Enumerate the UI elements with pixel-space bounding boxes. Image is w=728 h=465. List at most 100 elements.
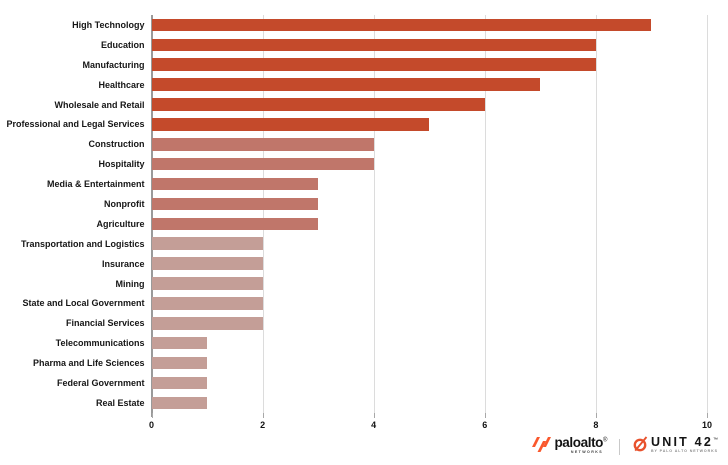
bar-row: Mining: [0, 274, 707, 294]
x-tick-mark: [595, 413, 597, 418]
category-label: Real Estate: [95, 397, 145, 408]
category-label: Manufacturing: [82, 59, 145, 70]
bar: [151, 217, 319, 231]
bar-track: [151, 18, 708, 32]
category-label: Mining: [115, 278, 145, 289]
bar-row: State and Local Government: [0, 293, 707, 313]
bar-track: [151, 177, 708, 191]
paloalto-wordmark: paloalto® NETWORKS: [554, 436, 607, 454]
bar-row: Manufacturing: [0, 55, 707, 75]
category-label: Professional and Legal Services: [6, 119, 145, 130]
bar-track: [151, 138, 708, 151]
plot-rows: High Technology Education Manufacturing Hea…: [0, 15, 707, 413]
unit42-logo: UNIT 42™ BY PALO ALTO NETWORKS: [632, 436, 718, 458]
paloalto-networks-subtext: NETWORKS: [570, 449, 604, 454]
category-label: Hospitality: [98, 159, 145, 170]
bar: [151, 177, 319, 191]
bar: [151, 277, 263, 290]
bar: [151, 138, 374, 151]
category-label: Construction: [88, 139, 145, 150]
bar-row: Hospitality: [0, 154, 707, 174]
bar: [151, 157, 374, 171]
category-label: Education: [100, 39, 145, 50]
bar-track: [151, 98, 708, 111]
paloalto-slashes-icon: [532, 436, 552, 458]
category-label: Financial Services: [65, 318, 145, 329]
bar: [151, 297, 263, 310]
paloalto-brand-text: paloalto®: [554, 435, 608, 450]
bar-track: [151, 78, 708, 91]
category-label: Insurance: [101, 258, 145, 269]
bar-row: Financial Services: [0, 313, 707, 333]
registered-mark: ®: [603, 437, 608, 444]
bar-row: Professional and Legal Services: [0, 114, 707, 134]
bar-track: [151, 38, 708, 52]
bar-row: Wholesale and Retail: [0, 95, 707, 115]
bar-track: [151, 376, 708, 390]
bar-row: Telecommunications: [0, 333, 707, 353]
x-tick-mark: [484, 413, 486, 418]
x-tick-label: 2: [260, 420, 266, 430]
x-tick-label: 8: [593, 420, 599, 430]
x-tick-mark: [262, 413, 264, 418]
bar-row: Federal Government: [0, 373, 707, 393]
bar-row: Construction: [0, 134, 707, 154]
bar-track: [151, 277, 708, 290]
bar: [151, 356, 208, 370]
bar-row: Nonprofit: [0, 194, 707, 214]
bar-chart: High Technology Education Manufacturing Hea…: [0, 15, 712, 439]
x-tick-mark: [707, 413, 708, 418]
bar-track: [151, 336, 708, 350]
x-tick-label: 4: [371, 420, 377, 430]
x-tick-mark: [373, 413, 375, 418]
gridline: [707, 15, 708, 413]
bar-track: [151, 217, 708, 231]
unit42-zero-slash-icon: [632, 436, 648, 458]
category-label: Transportation and Logistics: [20, 238, 145, 249]
category-label: Pharma and Life Sciences: [32, 358, 145, 369]
category-label: High Technology: [72, 19, 145, 30]
bar: [151, 376, 208, 390]
bar-row: Agriculture: [0, 214, 707, 234]
category-label: Telecommunications: [55, 338, 145, 349]
bar: [151, 58, 596, 71]
bar-track: [151, 237, 708, 250]
unit42-brand-text: UNIT 42™: [651, 435, 718, 449]
footer-logos: paloalto® NETWORKS UNIT 42™ BY PALO ALTO…: [532, 435, 718, 459]
category-label: Media & Entertainment: [46, 179, 145, 190]
bar-row: Transportation and Logistics: [0, 234, 707, 254]
unit42-subtext: BY PALO ALTO NETWORKS: [651, 449, 718, 453]
bar: [151, 118, 430, 131]
bar: [151, 237, 263, 250]
category-label: Healthcare: [98, 79, 145, 90]
bar-track: [151, 118, 708, 131]
bar: [151, 317, 263, 330]
bar-track: [151, 356, 708, 370]
bar-row: High Technology: [0, 15, 707, 35]
category-label: Federal Government: [56, 377, 145, 388]
bar-row: Pharma and Life Sciences: [0, 353, 707, 373]
bar: [151, 78, 541, 91]
bar: [151, 197, 319, 211]
bar-track: [151, 257, 708, 270]
unit42-wordmark: UNIT 42™ BY PALO ALTO NETWORKS: [651, 436, 718, 454]
bar: [151, 18, 652, 32]
paloalto-networks-logo: paloalto® NETWORKS: [532, 436, 607, 458]
category-label: State and Local Government: [22, 298, 145, 309]
bar-track: [151, 157, 708, 171]
trademark-mark: ™: [713, 436, 718, 443]
x-axis: 0 2 4 6 8 10: [149, 413, 712, 439]
bar-row: Education: [0, 35, 707, 55]
x-tick-label: 10: [701, 420, 713, 430]
bar: [151, 257, 263, 270]
logo-divider: [619, 439, 621, 455]
bar: [151, 98, 485, 111]
bar-row: Insurance: [0, 254, 707, 274]
bar-track: [151, 197, 708, 211]
bar-row: Media & Entertainment: [0, 174, 707, 194]
bar: [151, 38, 596, 52]
bar-track: [151, 396, 708, 410]
bar-track: [151, 317, 708, 330]
x-tick-label: 6: [482, 420, 488, 430]
